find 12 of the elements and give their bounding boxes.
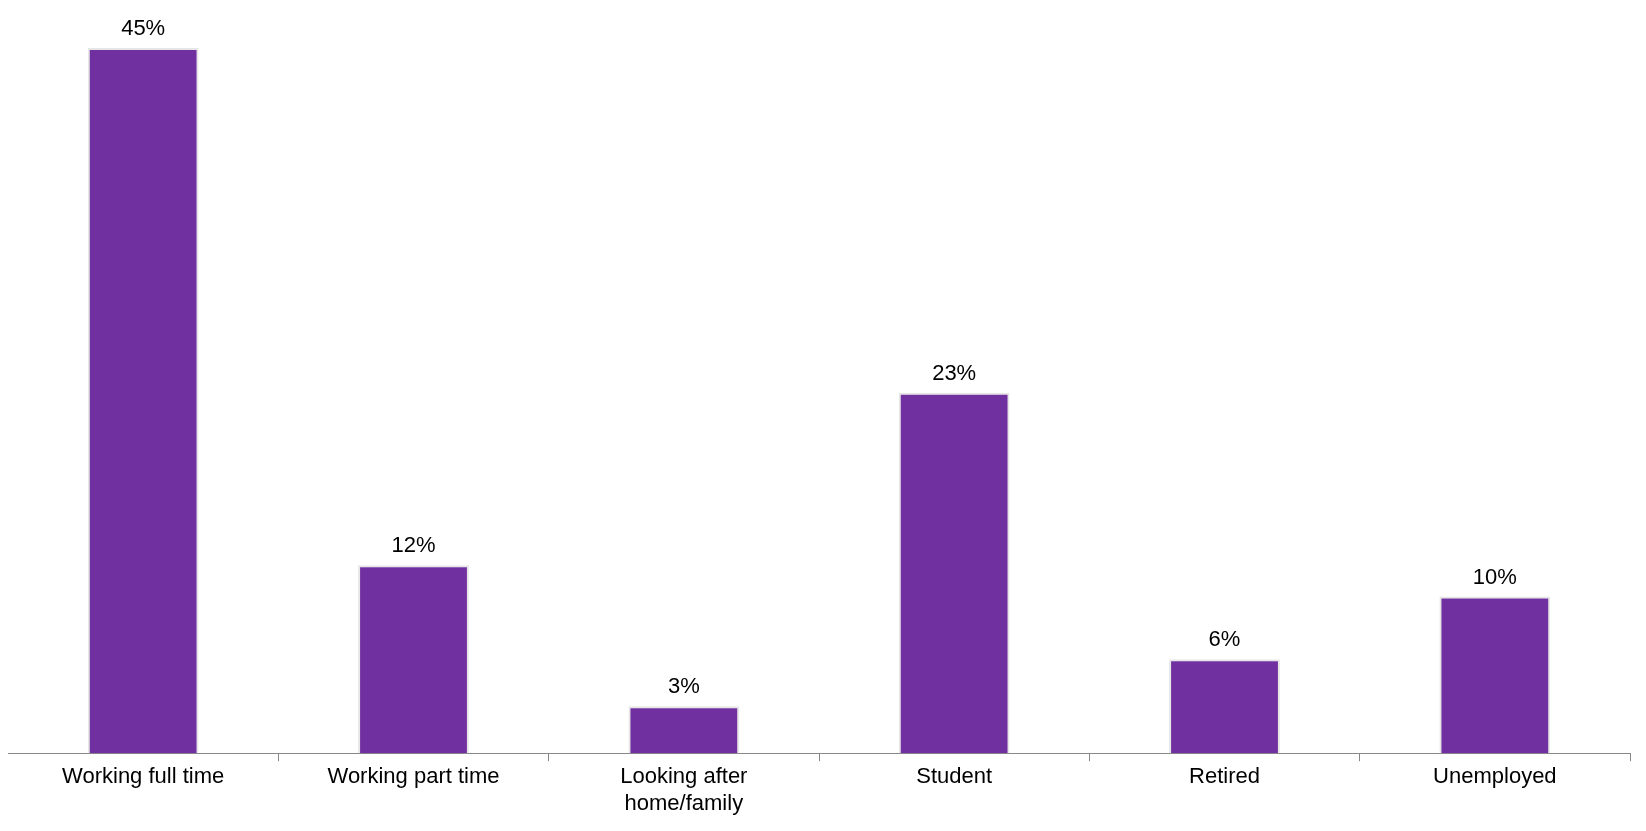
x-tick-label: Working full time xyxy=(62,763,225,789)
x-tick-label: Working part time xyxy=(327,763,500,789)
data-label: 3% xyxy=(667,673,700,699)
data-label: 6% xyxy=(1208,626,1241,652)
data-label: 23% xyxy=(932,359,977,385)
data-label: 10% xyxy=(1472,563,1517,589)
data-label: 45% xyxy=(121,15,166,41)
x-tick-label: Student xyxy=(916,763,993,789)
x-tick-label: Retired xyxy=(1189,763,1260,789)
x-tick-label: Looking after home/family xyxy=(620,763,748,815)
x-tick-label: Unemployed xyxy=(1433,763,1557,789)
data-label: 12% xyxy=(391,532,436,558)
